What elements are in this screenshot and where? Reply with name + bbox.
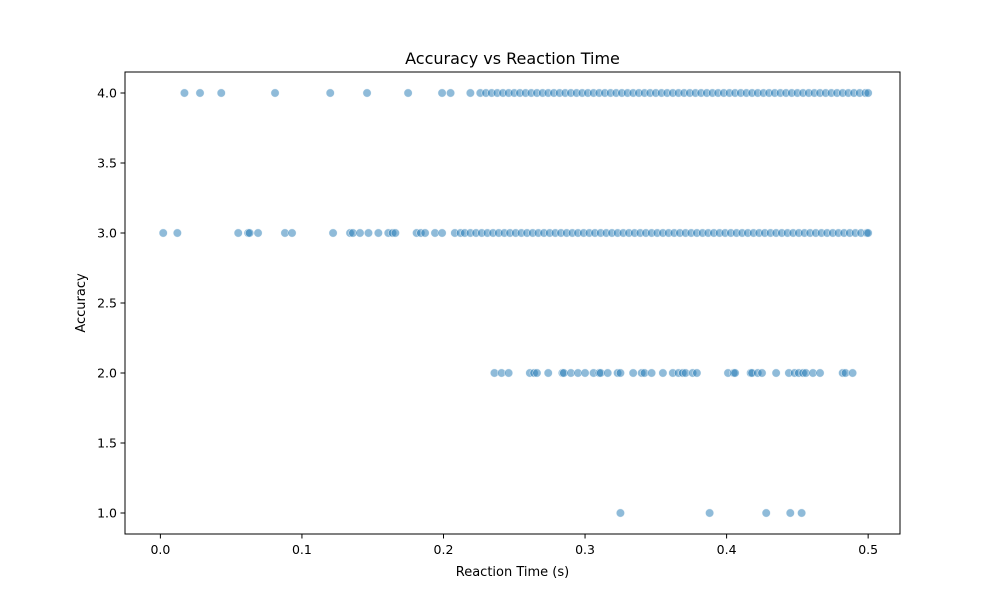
data-point: [363, 228, 373, 238]
data-point: [785, 508, 795, 518]
data-point: [761, 508, 771, 518]
data-point: [446, 88, 456, 98]
data-point: [465, 88, 475, 98]
data-point: [172, 228, 182, 238]
data-point: [705, 508, 715, 518]
y-tick-label: 3.5: [97, 156, 117, 171]
data-point: [692, 368, 702, 378]
data-point: [771, 368, 781, 378]
data-point: [362, 88, 372, 98]
data-point: [437, 228, 447, 238]
data-point: [532, 368, 542, 378]
data-point: [615, 508, 625, 518]
y-tick-label: 2.0: [97, 366, 117, 381]
x-tick-label: 0.2: [434, 542, 454, 557]
data-point: [437, 88, 447, 98]
data-point: [253, 228, 263, 238]
data-point: [355, 228, 365, 238]
y-tick-label: 1.0: [97, 506, 117, 521]
data-point: [628, 368, 638, 378]
x-tick-label: 0.5: [858, 542, 878, 557]
data-point: [216, 88, 226, 98]
x-tick-label: 0.3: [575, 542, 595, 557]
data-point: [328, 228, 338, 238]
x-tick-label: 0.4: [717, 542, 737, 557]
data-point: [179, 88, 189, 98]
data-point: [615, 368, 625, 378]
data-point: [863, 228, 873, 238]
data-point: [757, 368, 767, 378]
data-point: [270, 88, 280, 98]
data-point: [543, 368, 553, 378]
data-point: [848, 368, 858, 378]
data-point: [863, 88, 873, 98]
x-tick-label: 0.1: [292, 542, 312, 557]
data-point: [245, 228, 255, 238]
x-axis-label: Reaction Time (s): [456, 565, 569, 580]
data-point: [797, 508, 807, 518]
data-point: [658, 368, 668, 378]
data-point: [730, 368, 740, 378]
data-points: [158, 88, 873, 518]
data-point: [603, 368, 613, 378]
data-point: [373, 228, 383, 238]
data-point: [287, 228, 297, 238]
data-point: [420, 228, 430, 238]
y-tick-label: 3.0: [97, 226, 117, 241]
y-axis: 1.0 1.5 2.0 2.5 3.0 3.5 4.0: [97, 86, 125, 521]
data-point: [195, 88, 205, 98]
data-point: [233, 228, 243, 238]
data-point: [504, 368, 514, 378]
x-tick-label: 0.0: [150, 542, 170, 557]
data-point: [580, 368, 590, 378]
data-point: [390, 228, 400, 238]
y-tick-label: 1.5: [97, 436, 117, 451]
y-tick-label: 2.5: [97, 296, 117, 311]
data-point: [815, 368, 825, 378]
chart-title: Accuracy vs Reaction Time: [405, 49, 620, 68]
x-axis: 0.0 0.1 0.2 0.3 0.4 0.5: [150, 534, 878, 557]
data-point: [325, 88, 335, 98]
y-tick-label: 4.0: [97, 86, 117, 101]
data-point: [647, 368, 657, 378]
y-axis-label: Accuracy: [74, 273, 89, 333]
data-point: [403, 88, 413, 98]
data-point: [158, 228, 168, 238]
